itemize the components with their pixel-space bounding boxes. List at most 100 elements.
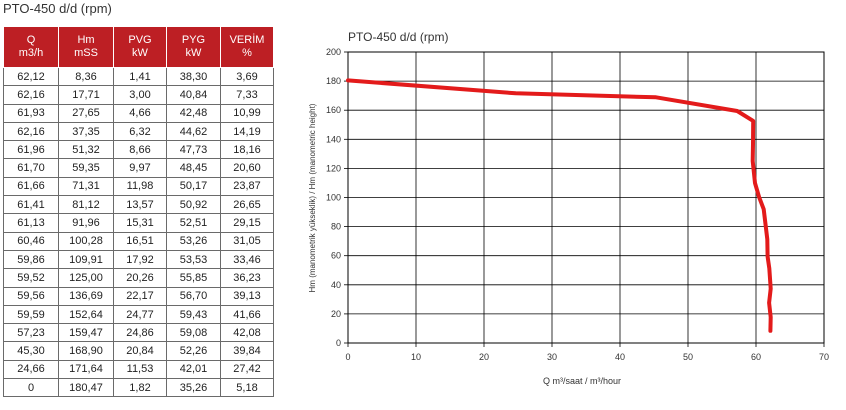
y-tick-label: 180 bbox=[326, 76, 341, 86]
table-row: 61,70 59,35 9,97 48,45 20,60 bbox=[3, 158, 274, 178]
table-cell: 1,41 bbox=[113, 66, 167, 87]
table-cell: 62,16 bbox=[3, 85, 59, 105]
column-header-unit: m3/h bbox=[18, 47, 44, 59]
table-cell: 27,65 bbox=[58, 103, 114, 123]
table-cell: 62,12 bbox=[3, 66, 59, 87]
table-cell: 11,53 bbox=[113, 359, 167, 380]
x-axis-label: Q m³/saat / m³/hour bbox=[543, 376, 621, 386]
table-row: 24,66 171,64 11,53 42,01 27,42 bbox=[3, 359, 274, 380]
table-row: 61,93 27,65 4,66 42,48 10,99 bbox=[3, 103, 274, 123]
table-cell: 50,17 bbox=[166, 176, 221, 197]
table-cell: 0 bbox=[3, 378, 59, 398]
data-point bbox=[769, 315, 773, 319]
x-tick-label: 0 bbox=[345, 352, 350, 362]
x-tick-label: 70 bbox=[819, 352, 829, 362]
data-point bbox=[763, 223, 768, 227]
column-header: PYG kW bbox=[166, 26, 221, 68]
x-tick-label: 60 bbox=[751, 352, 761, 362]
column-header-name: Hm bbox=[77, 34, 95, 46]
column-header-name: VERİM bbox=[229, 34, 265, 46]
table-cell: 6,32 bbox=[113, 121, 167, 142]
series-line bbox=[346, 78, 773, 333]
table-row: 61,13 91,96 15,31 52,51 29,15 bbox=[3, 213, 274, 233]
data-point bbox=[751, 119, 755, 123]
x-tick-label: 30 bbox=[547, 352, 557, 362]
table-cell: 91,96 bbox=[58, 213, 114, 233]
table-cell: 37,35 bbox=[58, 121, 114, 142]
data-point bbox=[514, 91, 518, 95]
data-point bbox=[767, 266, 771, 270]
table-cell: 20,84 bbox=[113, 341, 167, 361]
table-cell: 13,57 bbox=[113, 195, 167, 215]
table-cell: 16,51 bbox=[113, 231, 167, 251]
data-point bbox=[765, 255, 770, 259]
table-cell: 47,73 bbox=[166, 140, 221, 160]
table-cell: 8,36 bbox=[58, 66, 114, 87]
data-point bbox=[765, 237, 769, 241]
table-row: 60,46 100,28 16,51 53,26 31,05 bbox=[3, 231, 274, 251]
y-tick-label: 80 bbox=[331, 222, 341, 232]
table-cell: 59,56 bbox=[3, 286, 59, 306]
chart-series bbox=[346, 78, 773, 333]
table-cell: 136,69 bbox=[58, 286, 114, 306]
table-cell: 41,66 bbox=[220, 304, 274, 325]
table-cell: 71,31 bbox=[58, 176, 114, 197]
table-row: 61,41 81,12 13,57 50,92 26,65 bbox=[3, 195, 274, 215]
column-header-unit: % bbox=[242, 47, 252, 59]
column-header-name: Q bbox=[26, 34, 36, 46]
table-cell: 52,26 bbox=[166, 341, 221, 361]
table-cell: 24,66 bbox=[3, 359, 59, 380]
y-tick-label: 160 bbox=[326, 105, 341, 115]
y-tick-label: 40 bbox=[331, 280, 341, 290]
chart-ticks: 0 20 40 60 80 100 120 140 160 180 200 0 10 20 30 40 50 60… bbox=[326, 47, 829, 362]
data-point bbox=[757, 195, 761, 199]
table-cell: 55,85 bbox=[166, 268, 221, 288]
table-cell: 168,90 bbox=[58, 341, 114, 361]
y-tick-label: 0 bbox=[336, 338, 341, 348]
table-row: 45,30 168,90 20,84 52,26 39,84 bbox=[3, 341, 274, 361]
table-cell: 60,46 bbox=[3, 231, 59, 251]
column-header: PVG kW bbox=[113, 26, 167, 68]
table-cell: 61,66 bbox=[3, 176, 59, 197]
table-cell: 36,23 bbox=[220, 268, 274, 288]
table-cell: 9,97 bbox=[113, 158, 167, 178]
y-tick-label: 120 bbox=[326, 163, 341, 173]
table-cell: 17,71 bbox=[58, 85, 114, 105]
table-row: 59,56 136,69 22,17 56,70 39,13 bbox=[3, 286, 274, 306]
table-cell: 10,99 bbox=[220, 103, 274, 123]
data-point bbox=[768, 329, 773, 333]
table-cell: 152,64 bbox=[58, 304, 114, 325]
table-row: 59,86 109,91 17,92 53,53 33,46 bbox=[3, 249, 274, 270]
table-cell: 48,45 bbox=[166, 158, 221, 178]
table-cell: 59,43 bbox=[166, 304, 221, 325]
table-cell: 62,16 bbox=[3, 121, 59, 142]
table-cell: 18,16 bbox=[220, 140, 274, 160]
table-cell: 20,60 bbox=[220, 158, 274, 178]
table-cell: 45,30 bbox=[3, 341, 59, 361]
data-point bbox=[346, 78, 350, 83]
table-cell: 61,13 bbox=[3, 213, 59, 233]
table-cell: 3,00 bbox=[113, 85, 167, 105]
table-body: 62,12 8,36 1,41 38,30 3,69 62,16 17,71 3,00 40,8… bbox=[3, 66, 274, 398]
chart-title: PTO-450 d/d (rpm) bbox=[348, 30, 448, 44]
table-row: 57,23 159,47 24,86 59,08 42,08 bbox=[3, 323, 274, 343]
table-cell: 59,86 bbox=[3, 249, 59, 270]
table-cell: 42,08 bbox=[220, 323, 274, 343]
table-cell: 51,32 bbox=[58, 140, 114, 160]
table-cell: 50,92 bbox=[166, 195, 221, 215]
table-cell: 159,47 bbox=[58, 323, 114, 343]
table-cell: 38,30 bbox=[166, 66, 221, 87]
table-cell: 27,42 bbox=[220, 359, 274, 380]
table-cell: 57,23 bbox=[3, 323, 59, 343]
table-row: 62,16 17,71 3,00 40,84 7,33 bbox=[3, 85, 274, 105]
table-cell: 61,93 bbox=[3, 103, 59, 123]
table-cell: 59,59 bbox=[3, 304, 59, 325]
column-header-name: PYG bbox=[181, 34, 206, 46]
table-cell: 26,65 bbox=[220, 195, 274, 215]
table-cell: 8,66 bbox=[113, 140, 167, 160]
y-tick-label: 200 bbox=[326, 47, 341, 57]
